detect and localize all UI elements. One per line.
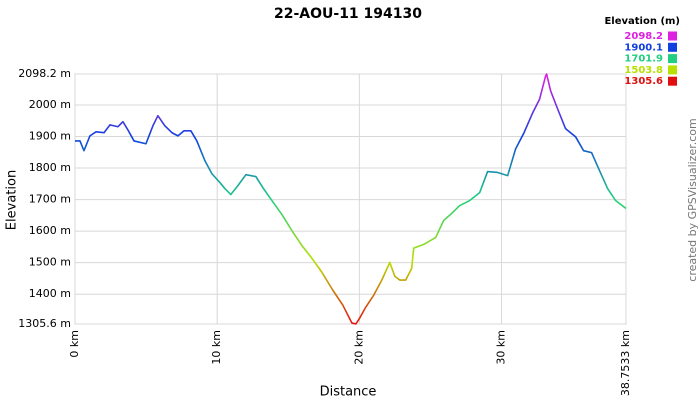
plot-area: [74, 73, 627, 325]
x-tick-label: 38.7533 km: [619, 330, 632, 396]
y-tick-label: 1700 m: [29, 193, 71, 206]
chart-title: 22-AOU-11 194130: [274, 6, 422, 22]
legend-title: Elevation (m): [604, 16, 680, 27]
x-tick-label: 10 km: [210, 330, 223, 365]
x-tick-label: 30 km: [495, 330, 508, 365]
legend-value: 1701.9: [624, 54, 663, 65]
legend-swatch: [668, 54, 677, 64]
legend-swatch: [668, 65, 677, 75]
y-tick-label: 2000 m: [29, 98, 71, 111]
y-tick-label: 1800 m: [29, 161, 71, 174]
y-tick-label: 1900 m: [29, 130, 71, 143]
legend-value: 1305.6: [624, 76, 663, 87]
legend-value: 2098.2: [624, 31, 663, 42]
y-tick-label: 2098.2 m: [18, 67, 71, 80]
legend-swatch: [668, 42, 677, 52]
y-tick-label: 1500 m: [29, 256, 71, 269]
legend-swatch: [668, 31, 677, 41]
legend-value: 1900.1: [624, 42, 663, 53]
x-tick-label: 20 km: [352, 330, 365, 365]
x-axis-label: Distance: [320, 385, 377, 400]
credit: created by GPSVisualizer.com: [686, 118, 699, 281]
legend-swatch: [668, 76, 677, 86]
y-tick-label: 1400 m: [29, 287, 71, 300]
x-tick-label: 0 km: [68, 330, 81, 358]
y-tick-label: 1305.6 m: [18, 317, 71, 330]
y-axis-label: Elevation: [5, 170, 20, 230]
y-tick-label: 1600 m: [29, 224, 71, 237]
elevation-line: [75, 73, 627, 325]
legend-value: 1503.8: [624, 65, 663, 76]
